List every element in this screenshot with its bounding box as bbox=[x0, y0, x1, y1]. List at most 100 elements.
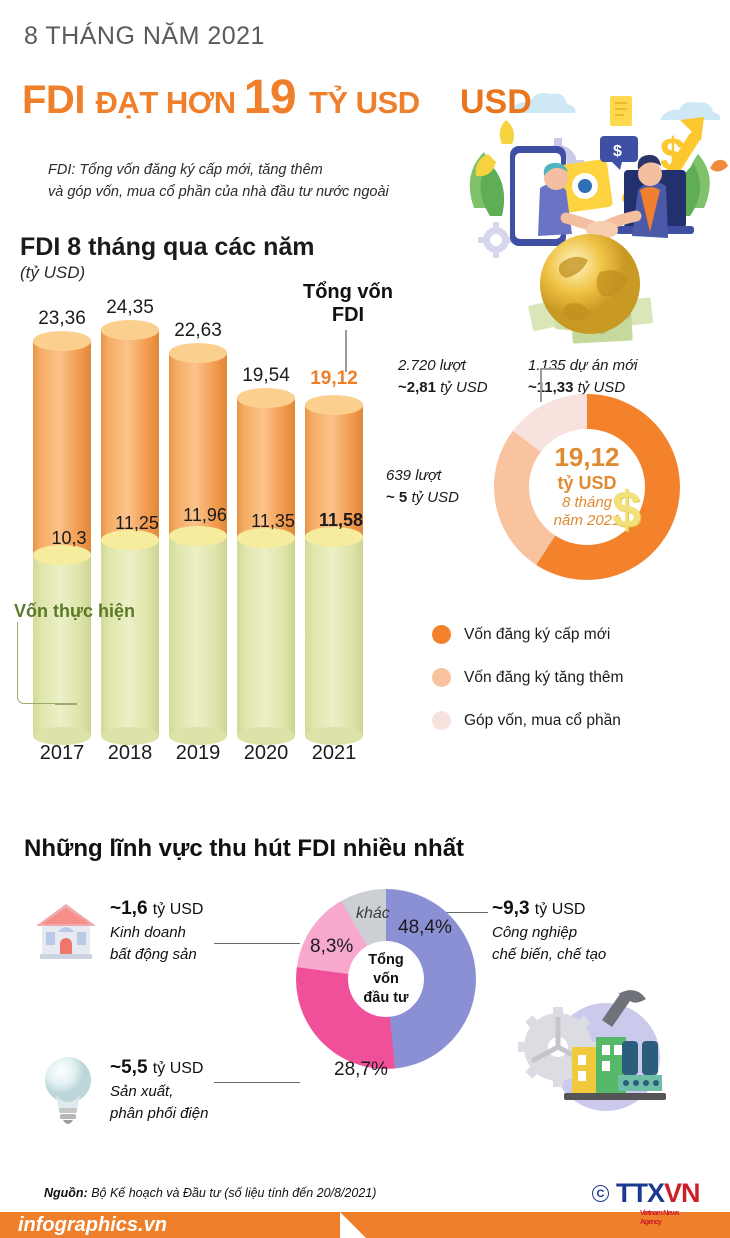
lightbulb-icon bbox=[40, 1052, 96, 1135]
donut-legend-item-new: Vốn đăng ký cấp mới bbox=[432, 625, 610, 644]
bar-realized-label-2020: 11,35 bbox=[251, 511, 295, 531]
legend-swatch-share bbox=[432, 711, 451, 730]
bar-bottom-2019 bbox=[169, 727, 227, 745]
pie-percent-other: 8,3% bbox=[310, 936, 354, 957]
donut-center-text: 19,12 tỷ USD 8 tháng năm 2021 bbox=[529, 442, 645, 529]
dollar-sign-icon: $ bbox=[612, 481, 641, 539]
leader-real-estate bbox=[214, 943, 300, 945]
source-text: Bộ Kế hoạch và Đầu tư (số liệu tính đến … bbox=[87, 1186, 377, 1200]
callout-additional-capital: 2.720 lượt ~2,81 tỷ USD bbox=[398, 355, 548, 399]
footer-brand: infographics.vn bbox=[18, 1214, 167, 1236]
svg-text:$: $ bbox=[613, 143, 622, 160]
ttxvn-logo: C TTXVN Vietnam News Agency bbox=[592, 1178, 701, 1226]
factory-gear-icon bbox=[508, 985, 668, 1120]
callout-share-amount: ~ 5 bbox=[386, 488, 412, 506]
callout-new-unit: tỷ USD bbox=[577, 378, 626, 396]
realized-capital-bracket bbox=[17, 622, 55, 704]
bar-total-body-2020 bbox=[237, 398, 295, 538]
bar-realized-label-2021: 11,58 bbox=[318, 510, 364, 530]
leader-power bbox=[214, 1082, 300, 1084]
sector-item-manufacturing: ~9,3 tỷ USD Công nghiệp chế biến, chế tạ… bbox=[492, 898, 682, 966]
bar-total-label-2020: 19,54 bbox=[242, 365, 290, 386]
sector-item-power: ~5,5 tỷ USD Sản xuất, phân phối điện bbox=[110, 1057, 280, 1125]
pie-center-line-2: vốn bbox=[373, 971, 399, 988]
title-ty-usd: TỶ USD bbox=[308, 85, 420, 120]
realized-capital-label: Vốn thực hiện bbox=[14, 601, 136, 621]
bar-realized-label-2017: 10,3 bbox=[51, 528, 87, 548]
bar-bottom-2020 bbox=[237, 727, 295, 745]
fdi-note-line-1: FDI: Tổng vốn đăng ký cấp mới, tăng thêm bbox=[48, 162, 323, 178]
donut-leader-line bbox=[540, 368, 542, 402]
footer-bar bbox=[0, 1212, 730, 1238]
total-fdi-line-1: Tổng vốn bbox=[303, 281, 393, 303]
bar-year-2020: 2020 bbox=[243, 742, 289, 764]
bar-total-cap-2020 bbox=[237, 388, 295, 408]
bar-total-body-2021 bbox=[305, 405, 363, 537]
bar-total-body-2017 bbox=[33, 341, 91, 555]
sector-desc-power-1: Sản xuất, bbox=[110, 1083, 174, 1100]
legend-swatch-new bbox=[432, 625, 451, 644]
pie-center-text: Tổng vốn đầu tư bbox=[348, 951, 424, 1008]
callout-new-projects: 1.135 dự án mới ~11,33 tỷ USD bbox=[528, 355, 728, 399]
bar-realized-cap-2018 bbox=[101, 530, 159, 550]
bar-total-cap-2019 bbox=[169, 343, 227, 363]
donut-center-value: 19,12 bbox=[554, 442, 620, 472]
pie-center-line-1: Tổng bbox=[368, 952, 404, 968]
bar-realized-cap-2019 bbox=[169, 526, 227, 546]
bar-realized-body-2020 bbox=[237, 538, 295, 736]
legend-label-share: Góp vốn, mua cổ phần bbox=[464, 711, 621, 729]
bar-realized-cap-2017 bbox=[33, 545, 91, 565]
sector-value-real-estate: ~1,6 bbox=[110, 898, 153, 919]
callout-new-count: 1.135 dự án mới bbox=[528, 357, 638, 374]
pie-center-line-3: đầu tư bbox=[363, 990, 409, 1007]
section-1-unit: (tỷ USD) bbox=[20, 263, 86, 282]
bar-bottom-2021 bbox=[305, 727, 363, 745]
fdi-definition-note: FDI: Tổng vốn đăng ký cấp mới, tăng thêm… bbox=[48, 160, 389, 204]
sector-desc-power-2: phân phối điện bbox=[110, 1104, 209, 1122]
header-illustration: $ $ bbox=[452, 58, 730, 350]
house-icon bbox=[32, 898, 100, 965]
callout-share-unit: tỷ USD bbox=[411, 488, 459, 506]
illustration-usd-label: USD bbox=[460, 83, 532, 121]
section-2-title: Những lĩnh vực thu hút FDI nhiều nhất bbox=[24, 835, 465, 862]
donut-center-period-1: 8 tháng bbox=[561, 493, 613, 511]
pie-percent-power: 28,7% bbox=[334, 1059, 388, 1080]
bar-total-cap-2018 bbox=[101, 320, 159, 340]
bar-realized-body-2017 bbox=[33, 555, 91, 736]
callout-additional-amount: ~2,81 bbox=[398, 378, 441, 396]
legend-swatch-additional bbox=[432, 668, 451, 687]
donut-leader-line-top bbox=[540, 368, 558, 370]
bar-year-2021: 2021 bbox=[311, 742, 357, 764]
bar-realized-label-2019: 11,96 bbox=[183, 505, 227, 525]
pie-hole bbox=[348, 941, 424, 1017]
bar-total-label-2017: 23,36 bbox=[38, 308, 86, 329]
fdi-structure-donut-chart: 19,12 tỷ USD 8 tháng năm 2021 $ bbox=[494, 394, 680, 580]
title-fdi: FDI bbox=[22, 78, 96, 122]
page-title: FDI ĐẠT HƠN 19 TỶ USD bbox=[22, 70, 420, 125]
bar-total-label-2019: 22,63 bbox=[174, 320, 222, 341]
sector-desc-manufacturing-2: chế biến, chế tạo bbox=[492, 945, 607, 963]
source-note: Nguồn: Bộ Kế hoạch và Đầu tư (số liệu tí… bbox=[44, 1186, 376, 1200]
sector-unit-manufacturing: tỷ USD bbox=[534, 901, 586, 918]
total-fdi-line-2: FDI bbox=[331, 304, 365, 326]
bar-total-cap-2021 bbox=[305, 395, 363, 415]
donut-legend-item-additional: Vốn đăng ký tăng thêm bbox=[432, 668, 623, 687]
sector-item-real-estate: ~1,6 tỷ USD Kinh doanh bất động sản bbox=[110, 898, 280, 966]
sector-pie-chart: Tổng vốn đầu tư bbox=[296, 889, 476, 1069]
donut-legend-item-share: Góp vốn, mua cổ phần bbox=[432, 711, 621, 730]
sector-unit-power: tỷ USD bbox=[152, 1060, 204, 1077]
section-1-title: FDI 8 tháng qua các năm bbox=[20, 233, 315, 261]
fdi-note-line-2: và góp vốn, mua cổ phần của nhà đầu tư n… bbox=[48, 183, 389, 200]
donut-center-period-2: năm 2021 bbox=[553, 511, 621, 529]
legend-label-additional: Vốn đăng ký tăng thêm bbox=[464, 668, 624, 686]
bar-realized-body-2021 bbox=[305, 537, 363, 736]
leader-manufacturing bbox=[438, 912, 488, 914]
bar-total-body-2019 bbox=[169, 353, 227, 536]
bar-realized-body-2019 bbox=[169, 536, 227, 736]
total-fdi-annotation: Tổng vốn FDI bbox=[288, 281, 408, 327]
agency-name-a: TTX bbox=[616, 1178, 665, 1208]
sector-desc-real-estate-2: bất động sản bbox=[110, 945, 197, 963]
bar-realized-cap-2021 bbox=[305, 527, 363, 547]
pie-label-other: khác bbox=[356, 905, 390, 922]
sector-desc-manufacturing-1: Công nghiệp bbox=[492, 924, 578, 941]
